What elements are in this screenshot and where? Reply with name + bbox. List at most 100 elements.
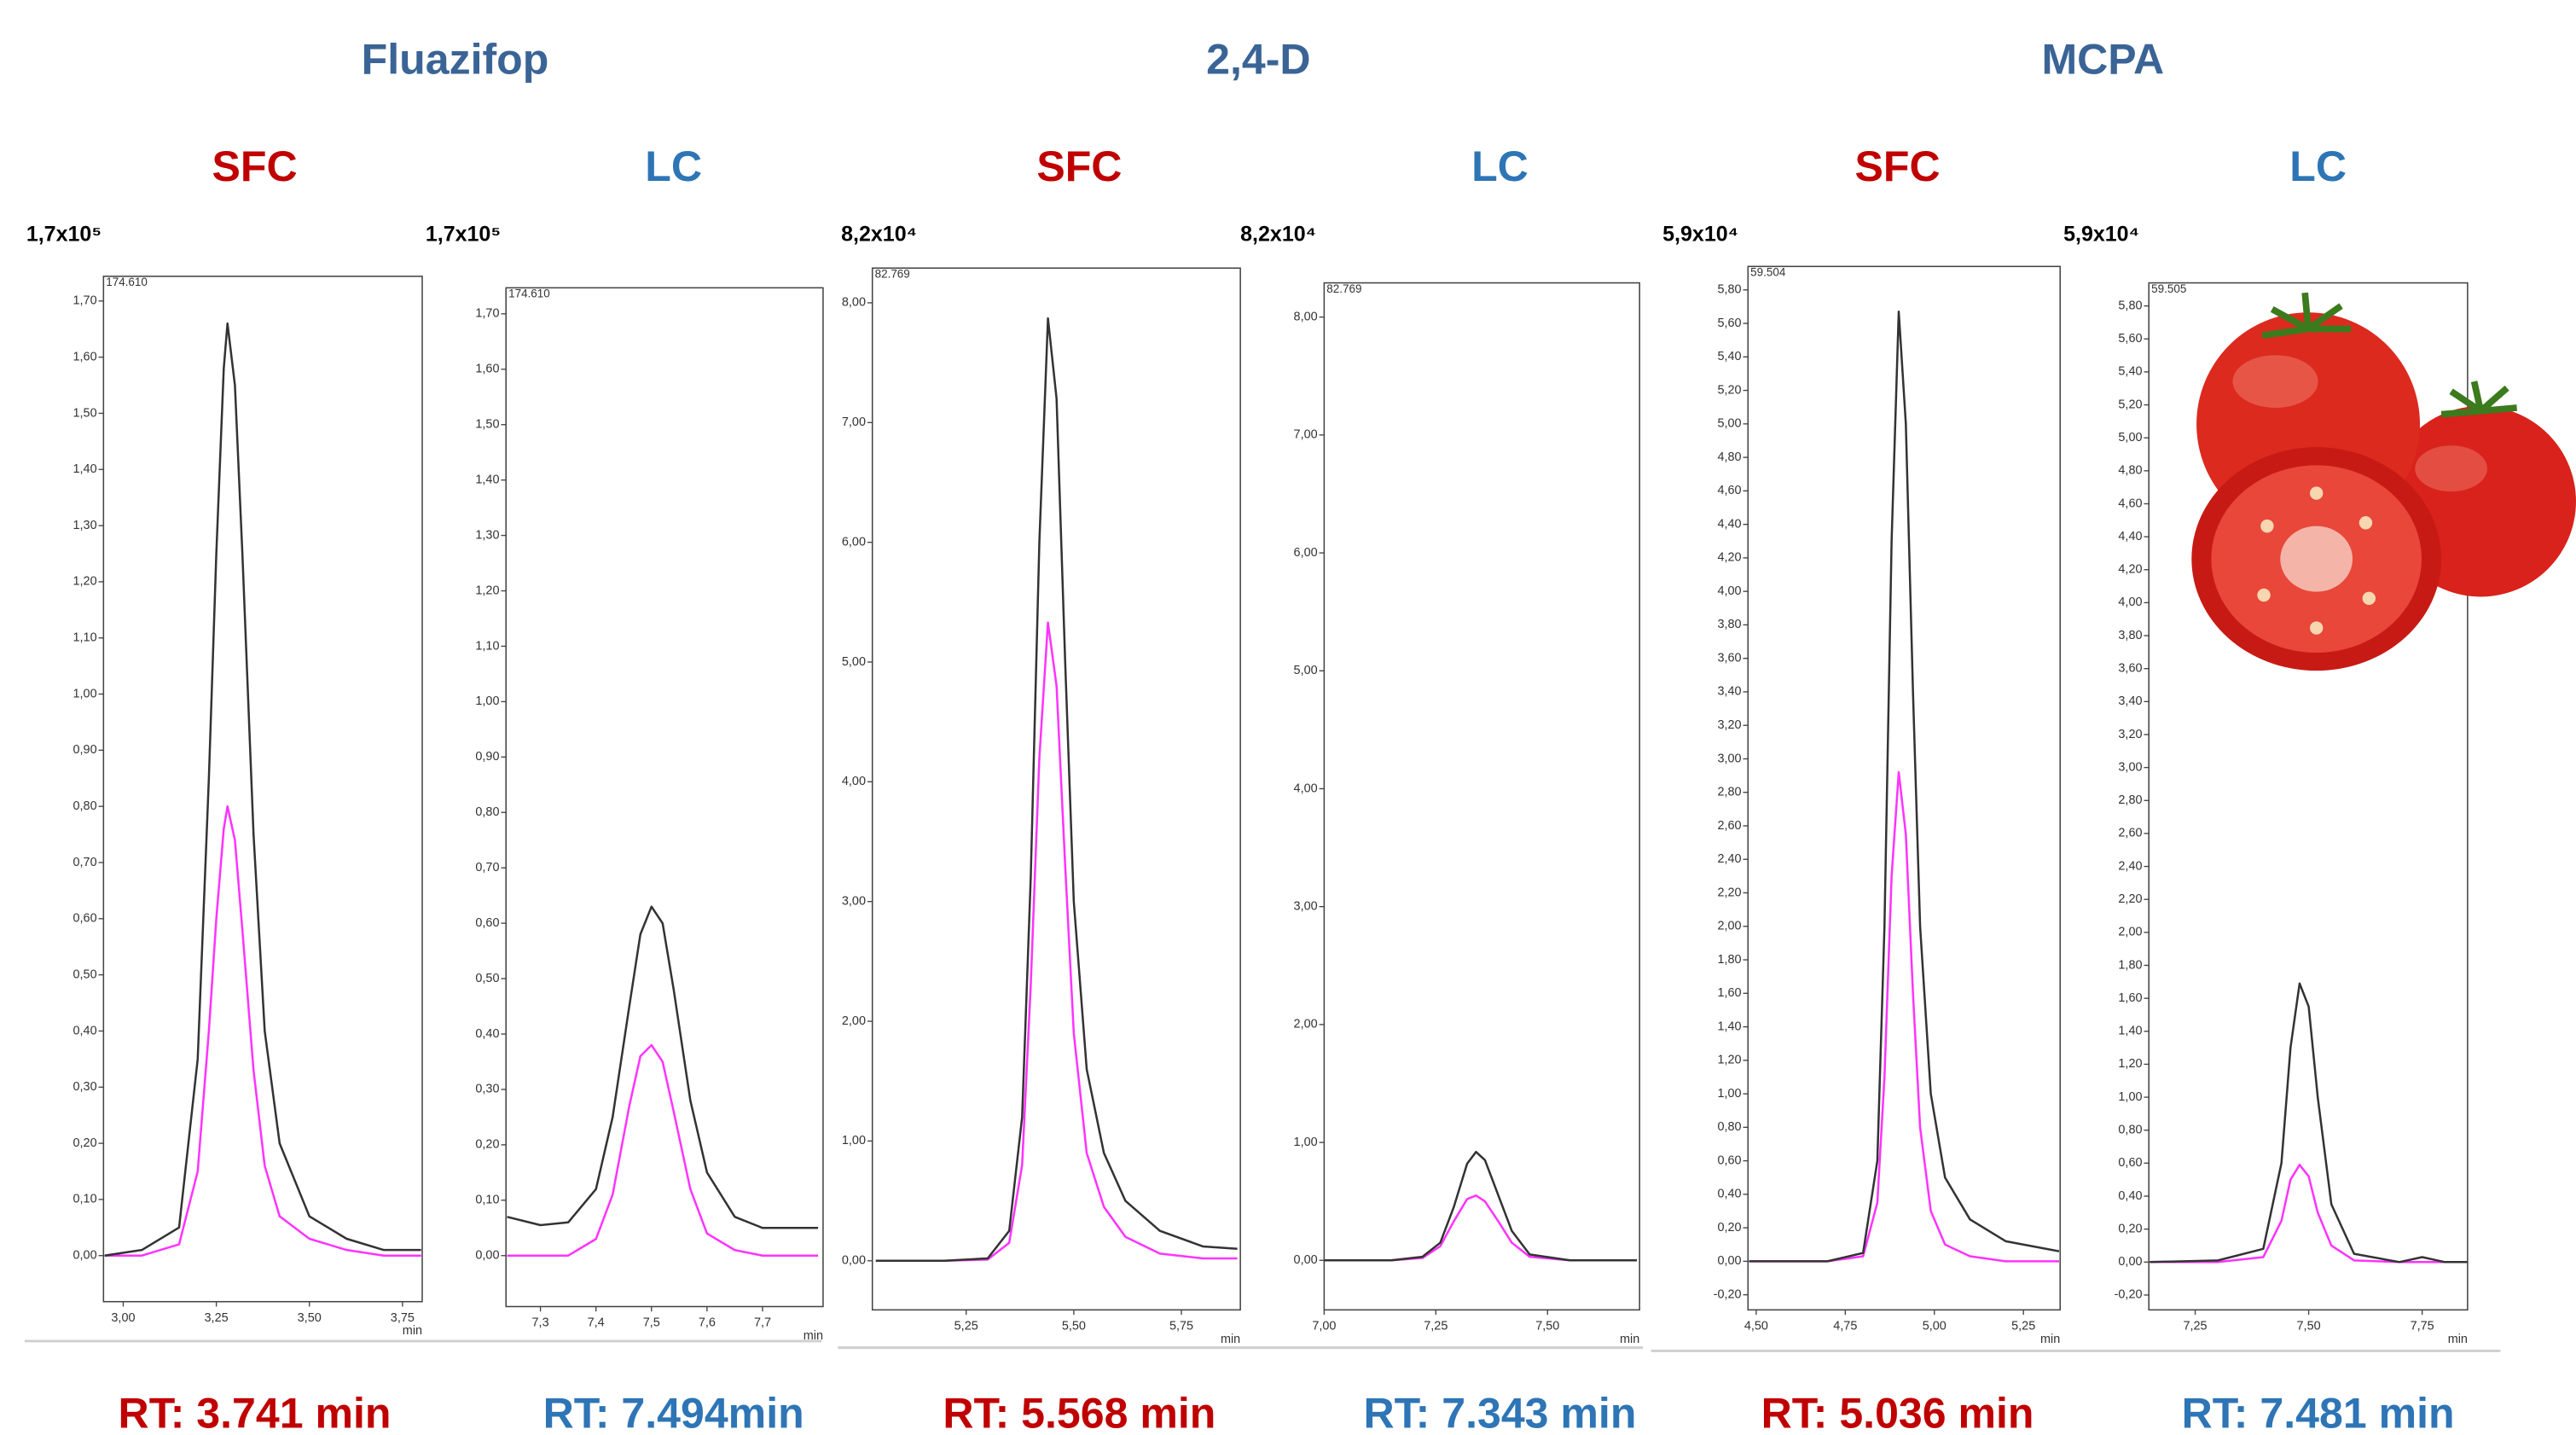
y-tick-label: 1,60 xyxy=(475,363,499,376)
x-tick-label: 7,00 xyxy=(1312,1319,1336,1333)
y-tick-label: 1,40 xyxy=(73,462,97,476)
y-tick-label: 4,60 xyxy=(1717,484,1741,497)
chromatogram-line xyxy=(2150,982,2468,1264)
y-tick-label: 0,20 xyxy=(1717,1221,1741,1235)
x-tick-label: 3,25 xyxy=(205,1311,229,1325)
y-tick-label: 0,60 xyxy=(475,916,499,930)
x-axis-label: min xyxy=(2040,1333,2060,1346)
tomato-highlight xyxy=(2415,445,2487,492)
y-tick-label: 2,60 xyxy=(1717,819,1741,833)
x-tick-label: 4,50 xyxy=(1744,1319,1768,1333)
chromatogram-line xyxy=(507,905,819,1229)
y-tick-label: 3,80 xyxy=(1717,618,1741,631)
scale-label: 1,7x10⁵ xyxy=(26,222,102,246)
y-tick-label: 4,40 xyxy=(2118,530,2142,543)
y-tick-label: 5,80 xyxy=(1717,283,1741,297)
y-tick-label: 1,50 xyxy=(73,406,97,420)
y-tick-label: 0,50 xyxy=(475,972,499,985)
x-tick-label: 7,50 xyxy=(2297,1319,2321,1333)
technique-label: LC xyxy=(2289,142,2347,190)
y-tick-label: -0,20 xyxy=(2115,1288,2143,1302)
y-tick-label: 4,60 xyxy=(2118,497,2142,510)
scale-label: 5,9x10⁴ xyxy=(2063,222,2139,246)
y-tick-label: 6,00 xyxy=(842,535,866,549)
y-tick-label: 0,10 xyxy=(475,1194,499,1207)
retention-time: RT: 7.494min xyxy=(543,1390,804,1435)
x-tick-label: 4,75 xyxy=(1833,1319,1857,1333)
retention-time: RT: 5.568 min xyxy=(943,1390,1215,1435)
separators xyxy=(24,1339,2501,1352)
y-tick-label: 5,20 xyxy=(1717,383,1741,397)
y-tick-label: 1,10 xyxy=(73,631,97,645)
y-tick-label: 2,40 xyxy=(2118,859,2142,873)
scale-label: 8,2x10⁴ xyxy=(841,222,917,246)
technique-label: SFC xyxy=(212,142,297,190)
chromatogram-line xyxy=(507,1043,819,1257)
y-tick-label: 1,80 xyxy=(2118,958,2142,972)
y-tick-label: 0,40 xyxy=(1717,1188,1741,1201)
y-tick-label: 1,30 xyxy=(73,519,97,532)
y-tick-label: 1,00 xyxy=(842,1134,866,1147)
tomato-image xyxy=(2191,292,2576,671)
y-tick-label: 1,20 xyxy=(1717,1054,1741,1067)
y-tick-label: 4,00 xyxy=(842,775,866,788)
x-tick-label: 7,50 xyxy=(1535,1319,1559,1333)
plot-frame xyxy=(505,287,824,1308)
y-tick-label: 1,40 xyxy=(475,473,499,486)
y-tick-label: -0,20 xyxy=(1714,1287,1742,1301)
x-tick-label: 3,50 xyxy=(298,1311,322,1325)
technique-label: LC xyxy=(1471,142,1529,190)
y-tick-label: 7,00 xyxy=(842,415,866,429)
x-axis-label: min xyxy=(403,1324,422,1338)
y-tick-label: 0,80 xyxy=(475,805,499,819)
chromatogram-line xyxy=(1324,1194,1638,1262)
chromatogram-line xyxy=(875,621,1238,1263)
scale-label: 5,9x10⁴ xyxy=(1662,222,1738,246)
y-tick-label: 0,60 xyxy=(2118,1156,2142,1170)
y-tick-label: 0,40 xyxy=(475,1027,499,1041)
y-tick-label: 0,40 xyxy=(73,1024,97,1037)
y-tick-label: 3,60 xyxy=(2118,662,2142,676)
retention-time: RT: 5.036 min xyxy=(1761,1390,2034,1435)
x-tick-label: 7,5 xyxy=(643,1316,660,1330)
tomato-stem xyxy=(2440,381,2518,418)
x-tick-label: 7,6 xyxy=(699,1316,716,1330)
y-tick-label: 1,10 xyxy=(475,639,499,653)
y-tick-label: 0,60 xyxy=(1717,1153,1741,1167)
x-axis-label: min xyxy=(1620,1333,1639,1346)
y-tick-label: 0,10 xyxy=(73,1193,97,1206)
x-tick-label: 7,4 xyxy=(588,1316,605,1330)
y-tick-label: 1,50 xyxy=(475,418,499,432)
y-tick-label: 2,80 xyxy=(2118,793,2142,807)
y-tick-label: 8,00 xyxy=(1294,310,1318,323)
y-tick-label: 5,60 xyxy=(2118,332,2142,346)
x-tick-label: 7,7 xyxy=(754,1316,771,1330)
technique-label: LC xyxy=(645,142,702,190)
y-tick-label: 0,20 xyxy=(2118,1222,2142,1235)
max-label: 174.610 xyxy=(106,276,148,288)
y-tick-label: 4,20 xyxy=(1717,551,1741,565)
plot-frame xyxy=(102,276,423,1303)
x-tick-label: 5,75 xyxy=(1169,1319,1193,1333)
y-tick-label: 5,00 xyxy=(842,655,866,669)
y-tick-label: 4,80 xyxy=(2118,464,2142,478)
y-tick-label: 0,80 xyxy=(73,799,97,813)
x-axis-label: min xyxy=(1221,1333,1240,1346)
y-tick-label: 1,60 xyxy=(1717,986,1741,1000)
y-tick-label: 4,80 xyxy=(1717,450,1741,464)
y-tick-label: 2,00 xyxy=(2118,926,2142,939)
y-tick-label: 1,40 xyxy=(2118,1025,2142,1038)
y-tick-label: 5,20 xyxy=(2118,398,2142,411)
y-tick-label: 1,70 xyxy=(73,294,97,308)
scale-label: 1,7x10⁵ xyxy=(426,222,501,246)
x-tick-label: 5,25 xyxy=(2011,1319,2035,1333)
y-tick-label: 3,00 xyxy=(842,895,866,909)
group-title: 2,4-D xyxy=(1206,36,1310,84)
y-tick-label: 0,90 xyxy=(475,750,499,764)
y-tick-label: 2,20 xyxy=(2118,892,2142,906)
chromatogram-line xyxy=(2150,1164,2468,1264)
y-tick-label: 1,00 xyxy=(2118,1090,2142,1104)
y-tick-label: 5,40 xyxy=(1717,350,1741,363)
chromatogram-line xyxy=(104,805,421,1257)
